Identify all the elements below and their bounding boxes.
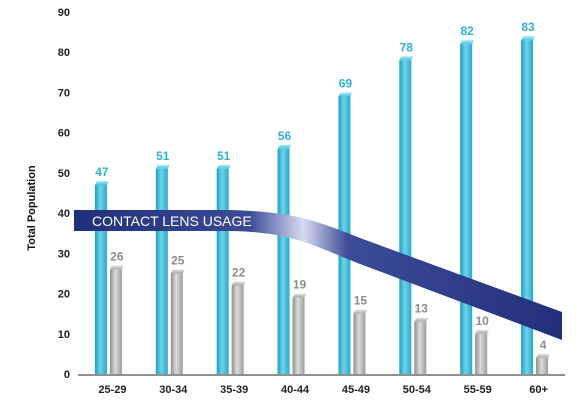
bar-blue bbox=[216, 164, 231, 374]
y-tick-label: 40 bbox=[58, 208, 70, 220]
y-tick-label: 0 bbox=[64, 369, 70, 381]
bar-gray bbox=[536, 353, 551, 374]
usage-band-label: CONTACT LENS USAGE bbox=[92, 213, 252, 229]
x-tick-label: 35-39 bbox=[220, 384, 248, 396]
bar-value-label: 69 bbox=[339, 76, 353, 90]
y-axis-ticks: 0 10 20 30 40 50 60 70 80 90 bbox=[58, 7, 70, 381]
bar-blue bbox=[94, 180, 109, 374]
bar-value-label: 10 bbox=[476, 314, 490, 328]
bar-value-label: 78 bbox=[400, 40, 414, 54]
bar-gray bbox=[414, 317, 429, 374]
x-axis-ticks: 25-29 30-34 35-39 40-44 45-49 50-54 55-59 60+ bbox=[98, 384, 548, 396]
bar-value-label: 22 bbox=[232, 266, 246, 280]
bar-blue bbox=[521, 36, 536, 375]
bar-blue bbox=[155, 164, 170, 374]
x-tick-label: 50-54 bbox=[403, 384, 432, 396]
bar-value-label: 47 bbox=[95, 165, 109, 179]
y-tick-label: 80 bbox=[58, 47, 70, 59]
bar-gray bbox=[475, 329, 490, 374]
bar-gray bbox=[292, 293, 307, 374]
y-tick-label: 60 bbox=[58, 128, 70, 140]
y-tick-label: 30 bbox=[58, 248, 70, 260]
bar-value-label: 15 bbox=[354, 294, 368, 308]
y-tick-label: 70 bbox=[58, 87, 70, 99]
x-tick-label: 60+ bbox=[529, 384, 548, 396]
bar-gray bbox=[109, 265, 124, 374]
x-tick-label: 55-59 bbox=[464, 384, 492, 396]
y-tick-label: 90 bbox=[58, 7, 70, 19]
x-tick-label: 45-49 bbox=[342, 384, 370, 396]
usage-band bbox=[74, 210, 562, 340]
y-tick-label: 20 bbox=[58, 289, 70, 301]
x-tick-label: 25-29 bbox=[98, 384, 126, 396]
bar-value-label: 25 bbox=[171, 253, 185, 267]
bar-value-label: 26 bbox=[110, 249, 124, 263]
usage-band-layer: CONTACT LENS USAGE bbox=[74, 210, 562, 340]
x-tick-label: 30-34 bbox=[159, 384, 188, 396]
bar-gray bbox=[231, 281, 246, 374]
bar-value-label: 82 bbox=[461, 24, 475, 38]
bar-value-label: 56 bbox=[278, 129, 292, 143]
bar-blue bbox=[460, 40, 475, 375]
bar-blue bbox=[399, 56, 414, 375]
bar-gray bbox=[170, 269, 185, 374]
bar-value-label: 4 bbox=[540, 338, 547, 352]
y-tick-label: 10 bbox=[58, 329, 70, 341]
y-tick-label: 50 bbox=[58, 168, 70, 180]
bar-value-label: 51 bbox=[217, 149, 231, 163]
bars: 47 26 51 25 51 22 56 19 69 15 78 13 82 10 83 4 bbox=[94, 20, 551, 375]
bar-value-label: 51 bbox=[156, 149, 170, 163]
bar-value-label: 83 bbox=[521, 20, 535, 34]
bar-value-label: 13 bbox=[415, 302, 429, 316]
bar-value-label: 19 bbox=[293, 278, 307, 292]
bar-blue bbox=[277, 144, 292, 374]
y-axis-label: Total Population bbox=[26, 165, 38, 251]
x-tick-label: 40-44 bbox=[281, 384, 310, 396]
bar-gray bbox=[353, 309, 368, 374]
